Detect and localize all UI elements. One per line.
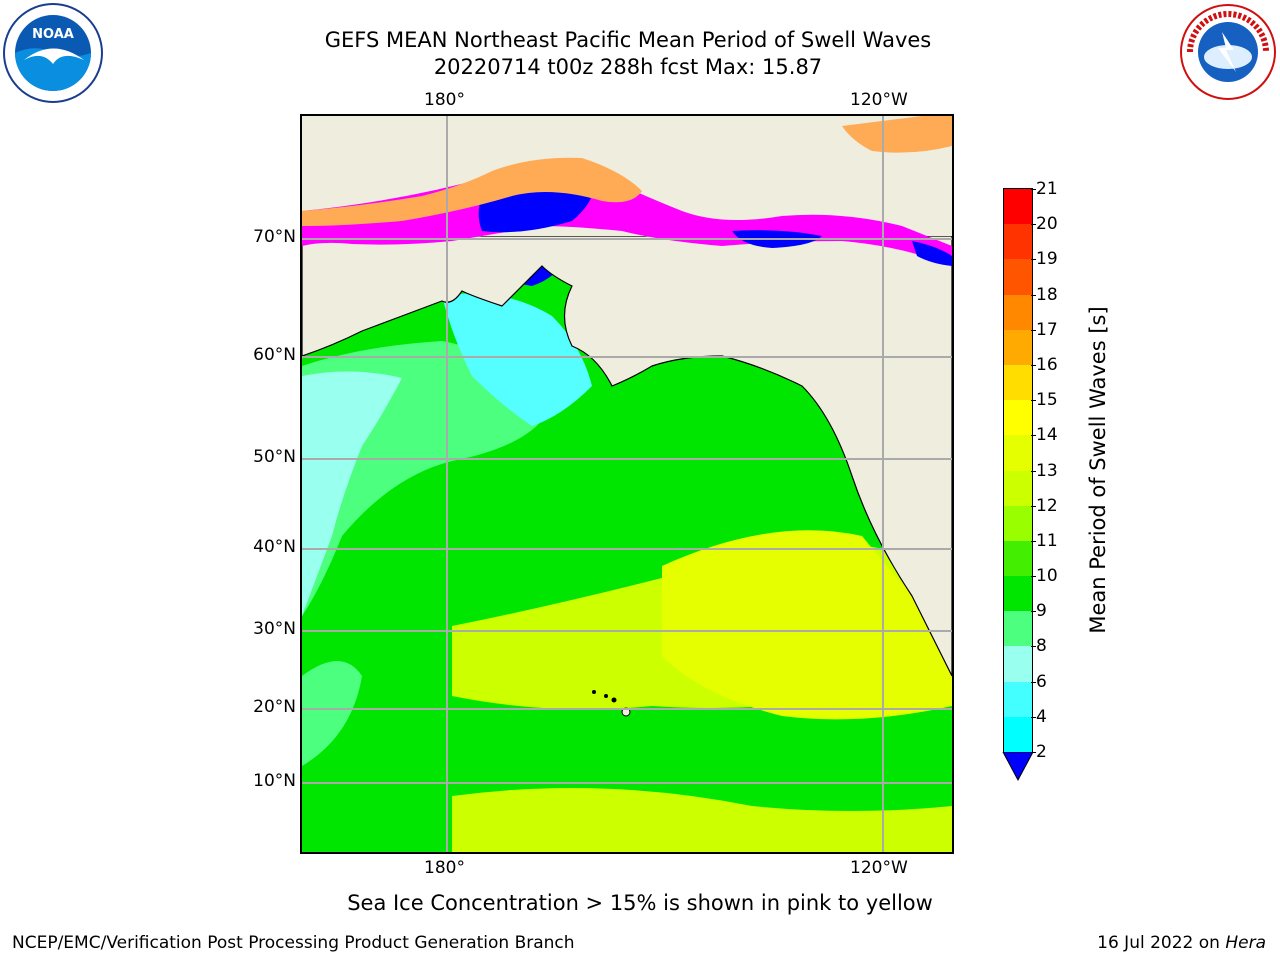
colorbar-tick-label: 9: [1031, 601, 1047, 622]
chart-subtitle: 20220714 t00z 288h fcst Max: 15.87: [433, 55, 823, 79]
colorbar-segment: [1004, 189, 1032, 225]
colorbar-segment: [1004, 224, 1032, 260]
colorbar-segment: [1004, 400, 1032, 436]
hawaii-island: [611, 697, 617, 703]
colorbar-tick-label: 20: [1031, 214, 1058, 235]
footer-date: 16 Jul 2022 on Hera: [1097, 933, 1266, 953]
colorbar-segment: [1004, 681, 1032, 718]
colorbar-tick-label: 12: [1031, 495, 1058, 516]
footer-host: Hera: [1225, 933, 1266, 953]
colorbar-tick-label: 10: [1031, 566, 1058, 587]
land-masses: [302, 235, 952, 677]
colorbar-tick-label: 8: [1031, 636, 1047, 657]
map-panel: [300, 114, 954, 854]
sea-ice-orange-ne: [842, 116, 952, 153]
colorbar-segment: [1004, 505, 1032, 542]
colorbar-segment: [1004, 470, 1032, 507]
colorbar-segment: [1004, 364, 1032, 401]
map-gridlines: [302, 116, 952, 852]
colorbar-tick-label: 17: [1031, 319, 1058, 340]
lon-label-bottom-120w: 120°W: [850, 858, 908, 878]
colorbar-tick-label: 4: [1031, 706, 1047, 727]
colorbar-label: Mean Period of Swell Waves [s]: [1086, 306, 1110, 634]
lat-label-40n: 40°N: [253, 537, 296, 557]
lon-label-top-120w: 120°W: [850, 90, 908, 110]
colorbar-segment: [1004, 540, 1032, 577]
colorbar-segment: [1004, 259, 1032, 296]
lon-label-top-180: 180°: [424, 90, 465, 110]
colorbar-tick-label: 18: [1031, 284, 1058, 305]
hawaii-island: [592, 690, 596, 694]
colorbar: [1003, 188, 1033, 753]
footer-date-text: 16 Jul 2022 on: [1097, 933, 1226, 953]
swell-period-map: [302, 116, 952, 852]
svg-text:NOAA: NOAA: [32, 27, 74, 42]
ocean-zone-light-green-sw: [302, 661, 362, 766]
noaa-logo: NOAA: [3, 3, 103, 103]
colorbar-tick-label: 11: [1031, 530, 1058, 551]
ocean-zone-pale-cyan: [302, 371, 402, 616]
sea-ice-note: Sea Ice Concentration > 15% is shown in …: [347, 891, 933, 915]
colorbar-segment: [1004, 576, 1032, 612]
colorbar-extend-arrow: [1002, 752, 1034, 782]
colorbar-segment: [1004, 329, 1032, 366]
lat-label-60n: 60°N: [253, 345, 296, 365]
lat-label-30n: 30°N: [253, 619, 296, 639]
lat-label-10n: 10°N: [253, 771, 296, 791]
sea-ice-orange: [302, 157, 642, 226]
footer-credit: NCEP/EMC/Verification Post Processing Pr…: [12, 933, 575, 953]
lat-label-50n: 50°N: [253, 447, 296, 467]
colorbar-tick-label: 16: [1031, 354, 1058, 375]
colorbar-tick-label: 14: [1031, 425, 1058, 446]
colorbar-tick-label: 2: [1031, 742, 1047, 762]
colorbar-segment: [1004, 611, 1032, 647]
lat-label-70n: 70°N: [253, 227, 296, 247]
lon-label-bottom-180: 180°: [424, 858, 465, 878]
colorbar-tick-label: 19: [1031, 249, 1058, 270]
hawaii-island: [604, 694, 608, 698]
colorbar-segment: [1004, 294, 1032, 331]
colorbar-segment: [1004, 646, 1032, 683]
colorbar-segment: [1004, 716, 1032, 753]
chart-title: GEFS MEAN Northeast Pacific Mean Period …: [324, 28, 932, 52]
colorbar-tick-label: 13: [1031, 460, 1058, 481]
lat-label-20n: 20°N: [253, 697, 296, 717]
nws-logo: [1180, 4, 1276, 100]
sea-ice-blue-east: [912, 241, 952, 266]
ocean-zone-cyan-bering: [442, 293, 592, 426]
ocean-zone-yellow-south: [452, 788, 952, 852]
colorbar-tick-label: 6: [1031, 671, 1047, 692]
colorbar-tick-label: 21: [1031, 179, 1058, 199]
colorbar-segment: [1004, 435, 1032, 471]
colorbar-tick-label: 15: [1031, 390, 1058, 411]
ocean-zone-yellow-east: [662, 530, 952, 720]
